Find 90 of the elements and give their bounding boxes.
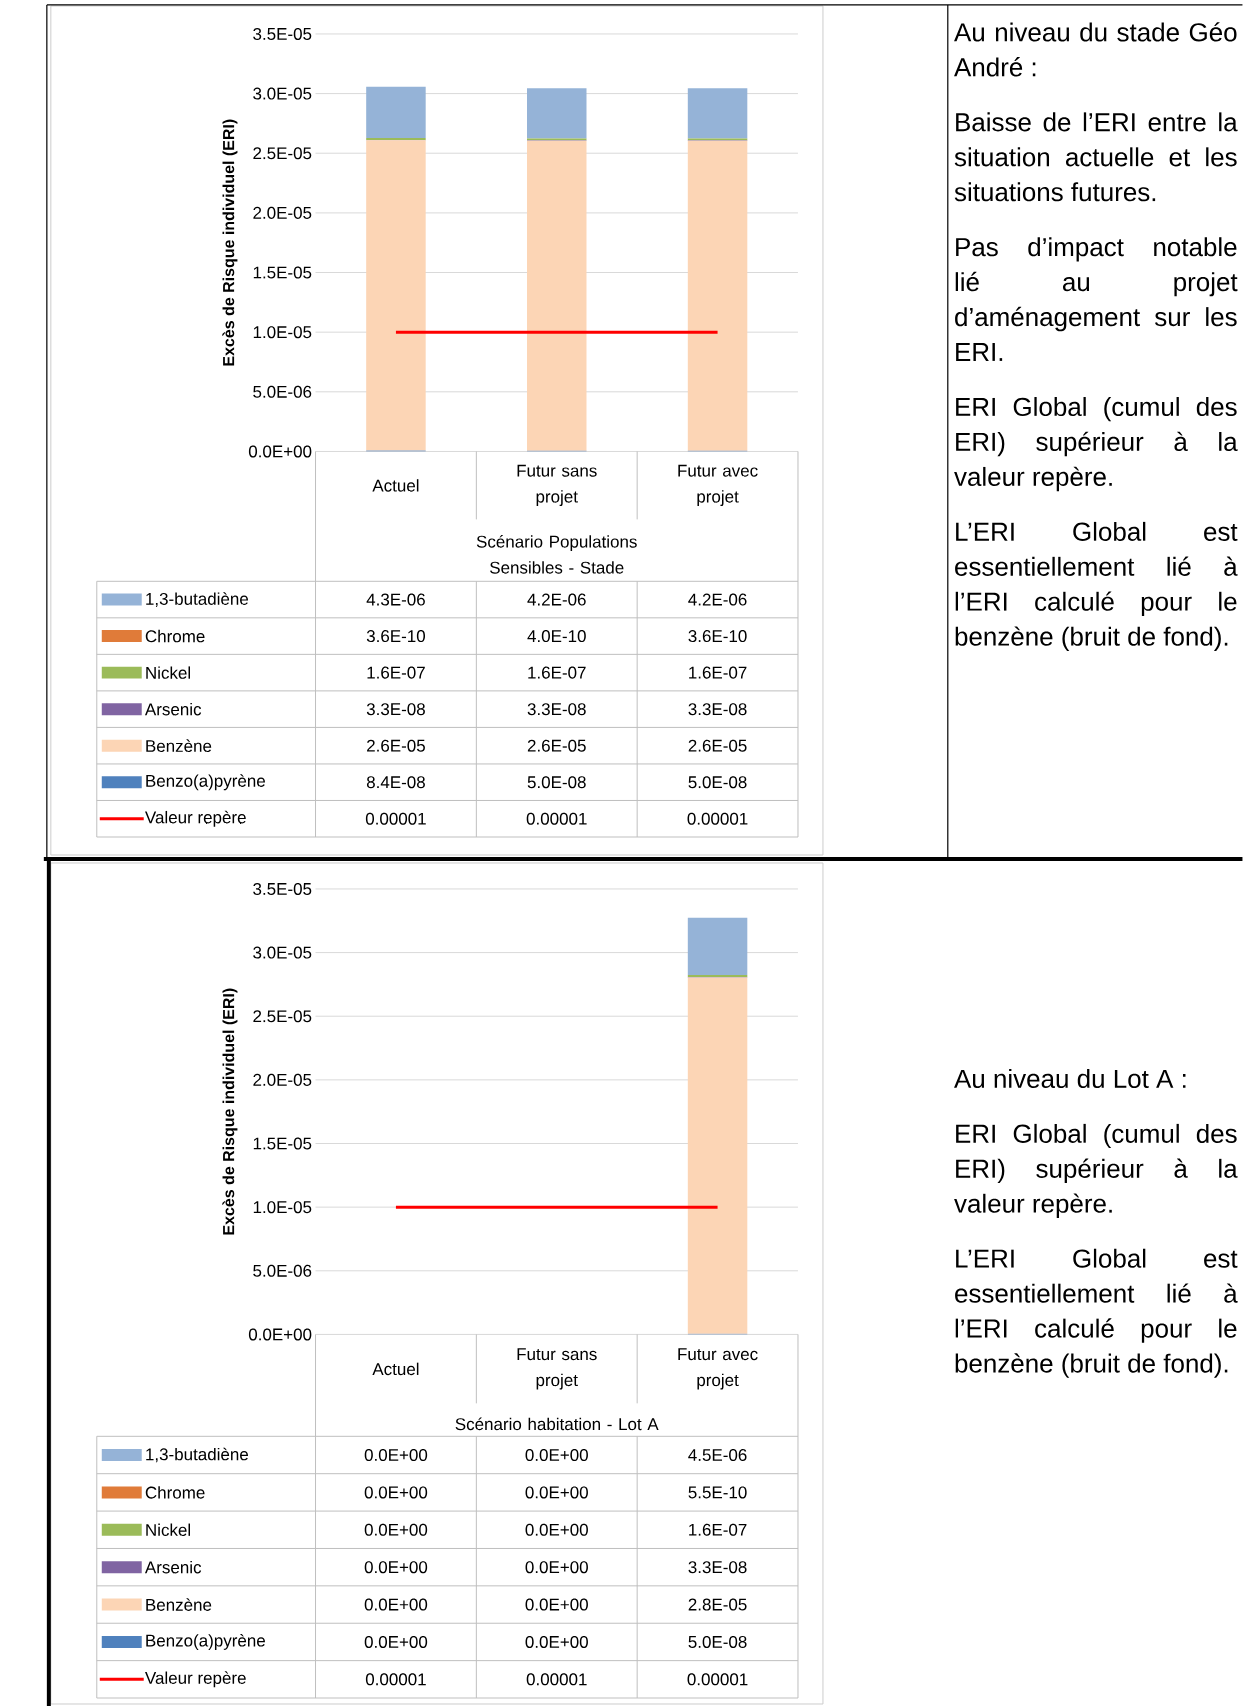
data-label: 5.5E-10 (688, 1486, 747, 1499)
y-tick-label: 2.0E-05 (253, 206, 312, 219)
text: Au niveau du stade Géo André : (953, 22, 1237, 77)
data-label: 0.0E+00 (364, 1635, 427, 1648)
y-tick-label: 0.0E+00 (248, 445, 312, 458)
data-label: 3.3E-08 (527, 703, 586, 716)
legend-label: Arsenic (144, 702, 201, 716)
y-axis-title: Excès de Risque individuel (ERI) (222, 119, 238, 366)
y-tick-label: 2.5E-05 (253, 147, 312, 160)
y-tick-label: 3.5E-05 (252, 882, 312, 895)
data-label: 3.3E-08 (688, 703, 747, 716)
data-label: 4.2E-06 (688, 593, 747, 606)
text: Pas d’impact notable lié au projet d’aménagement sur les ERI. (954, 237, 1238, 361)
x-tick-label: Futur sans projet (517, 464, 597, 507)
x-tick-label: Futur avec projet (678, 1348, 758, 1390)
y-axis-title: Excès de Risque individuel (ERI) (222, 988, 238, 1235)
data-label: 4.2E-06 (527, 593, 586, 606)
data-label: 0.00001 (687, 1673, 748, 1686)
data-label: 1.6E-07 (688, 666, 747, 679)
x-axis-title: Scénario Populations Sensibles - Stade (476, 535, 637, 574)
data-label: 1.6E-07 (528, 666, 586, 679)
y-tick-label: 1.5E-05 (253, 266, 312, 279)
data-label: 1.6E-07 (688, 1523, 747, 1536)
data-label: 4.3E-06 (366, 593, 425, 606)
data-label: 2.6E-05 (688, 739, 747, 752)
x-axis-title: Scénario habitation - Lot A (455, 1417, 659, 1431)
data-label: 0.0E+00 (525, 1561, 588, 1574)
y-tick-label: 5.0E-06 (252, 385, 312, 398)
data-label: 0.0E+00 (364, 1448, 427, 1462)
legend-label: Benzène (146, 1598, 211, 1611)
y-tick-label: 0.0E+00 (248, 1328, 312, 1341)
legend-label: Chrome (145, 629, 205, 643)
text: Baisse de l’ERI entre la situation actuelle et les situations futures. (954, 112, 1238, 202)
data-label: 0.0E+00 (525, 1523, 588, 1536)
data-label: 0.00001 (526, 812, 587, 825)
data-label: 3.6E-10 (366, 630, 425, 643)
text: L’ERI Global est essentiellement lié à l’ERI calculé pour le benzène (bruit de fond). (954, 1248, 1238, 1378)
data-label: 0.00001 (526, 1673, 587, 1686)
data-label: 4.0E-10 (527, 630, 586, 643)
y-tick-label: 2.0E-05 (253, 1073, 312, 1086)
data-label: 0.0E+00 (525, 1635, 588, 1648)
legend-label: 1,3-butadiène (146, 592, 248, 607)
legend-label: Benzo(a)pyrène (146, 774, 265, 791)
data-label: 2.8E-05 (688, 1598, 747, 1611)
data-label: 0.00001 (365, 812, 426, 825)
legend-label: Benzène (146, 739, 211, 753)
legend-label: Chrome (145, 1486, 205, 1499)
y-tick-label: 3.5E-05 (252, 27, 312, 40)
data-label: 0.0E+00 (364, 1598, 427, 1611)
y-tick-label: 2.5E-05 (253, 1010, 312, 1023)
data-label: 3.3E-08 (366, 703, 425, 716)
data-label: 3.6E-10 (688, 630, 747, 643)
data-label: 0.0E+00 (525, 1486, 588, 1499)
text: ERI Global (cumul des ERI) supérieur à la valeur repère. (953, 1123, 1238, 1218)
data-label: 5.0E-08 (688, 1635, 747, 1648)
data-label: 3.3E-08 (688, 1561, 747, 1574)
legend-label: Valeur repère (144, 1671, 246, 1688)
x-tick-label: Actuel (372, 479, 419, 492)
data-label: 0.0E+00 (525, 1448, 588, 1462)
data-label: 4.5E-06 (688, 1448, 747, 1462)
y-tick-label: 1.5E-05 (253, 1137, 312, 1150)
y-tick-label: 5.0E-06 (252, 1264, 312, 1277)
text: Au niveau du Lot A : (953, 1068, 1186, 1089)
legend-label: Nickel (146, 1523, 190, 1537)
x-tick-label: Futur avec projet (678, 464, 758, 507)
data-label: 0.00001 (687, 812, 748, 825)
data-label: 0.0E+00 (364, 1561, 427, 1574)
legend-label: Benzo(a)pyrène (146, 1633, 265, 1650)
y-tick-label: 1.0E-05 (253, 326, 312, 339)
data-label: 0.0E+00 (364, 1523, 427, 1536)
data-label: 1.6E-07 (367, 666, 425, 679)
data-label: 0.0E+00 (525, 1598, 588, 1611)
data-label: 2.6E-05 (366, 739, 425, 752)
data-label: 5.0E-08 (527, 776, 586, 789)
data-label: 5.0E-08 (688, 776, 747, 789)
legend-label: Arsenic (144, 1560, 201, 1574)
text: L’ERI Global est essentiellement lié à l’ERI calculé pour le benzène (bruit de fond). (954, 521, 1238, 651)
data-label: 2.6E-05 (527, 739, 586, 752)
data-label: 8.4E-08 (366, 776, 425, 789)
legend-label: Valeur repère (144, 810, 246, 827)
data-label: 0.0E+00 (364, 1486, 427, 1499)
x-tick-label: Actuel (372, 1362, 419, 1376)
y-tick-label: 3.0E-05 (252, 946, 312, 959)
y-tick-label: 3.0E-05 (252, 87, 312, 100)
data-label: 0.00001 (365, 1673, 426, 1686)
legend-label: 1,3-butadiène (146, 1447, 248, 1463)
text: ERI Global (cumul des ERI) supérieur à la valeur repère. (953, 397, 1238, 492)
legend-label: Nickel (146, 666, 190, 679)
y-tick-label: 1.0E-05 (253, 1201, 312, 1214)
x-tick-label: Futur sans projet (517, 1348, 597, 1390)
